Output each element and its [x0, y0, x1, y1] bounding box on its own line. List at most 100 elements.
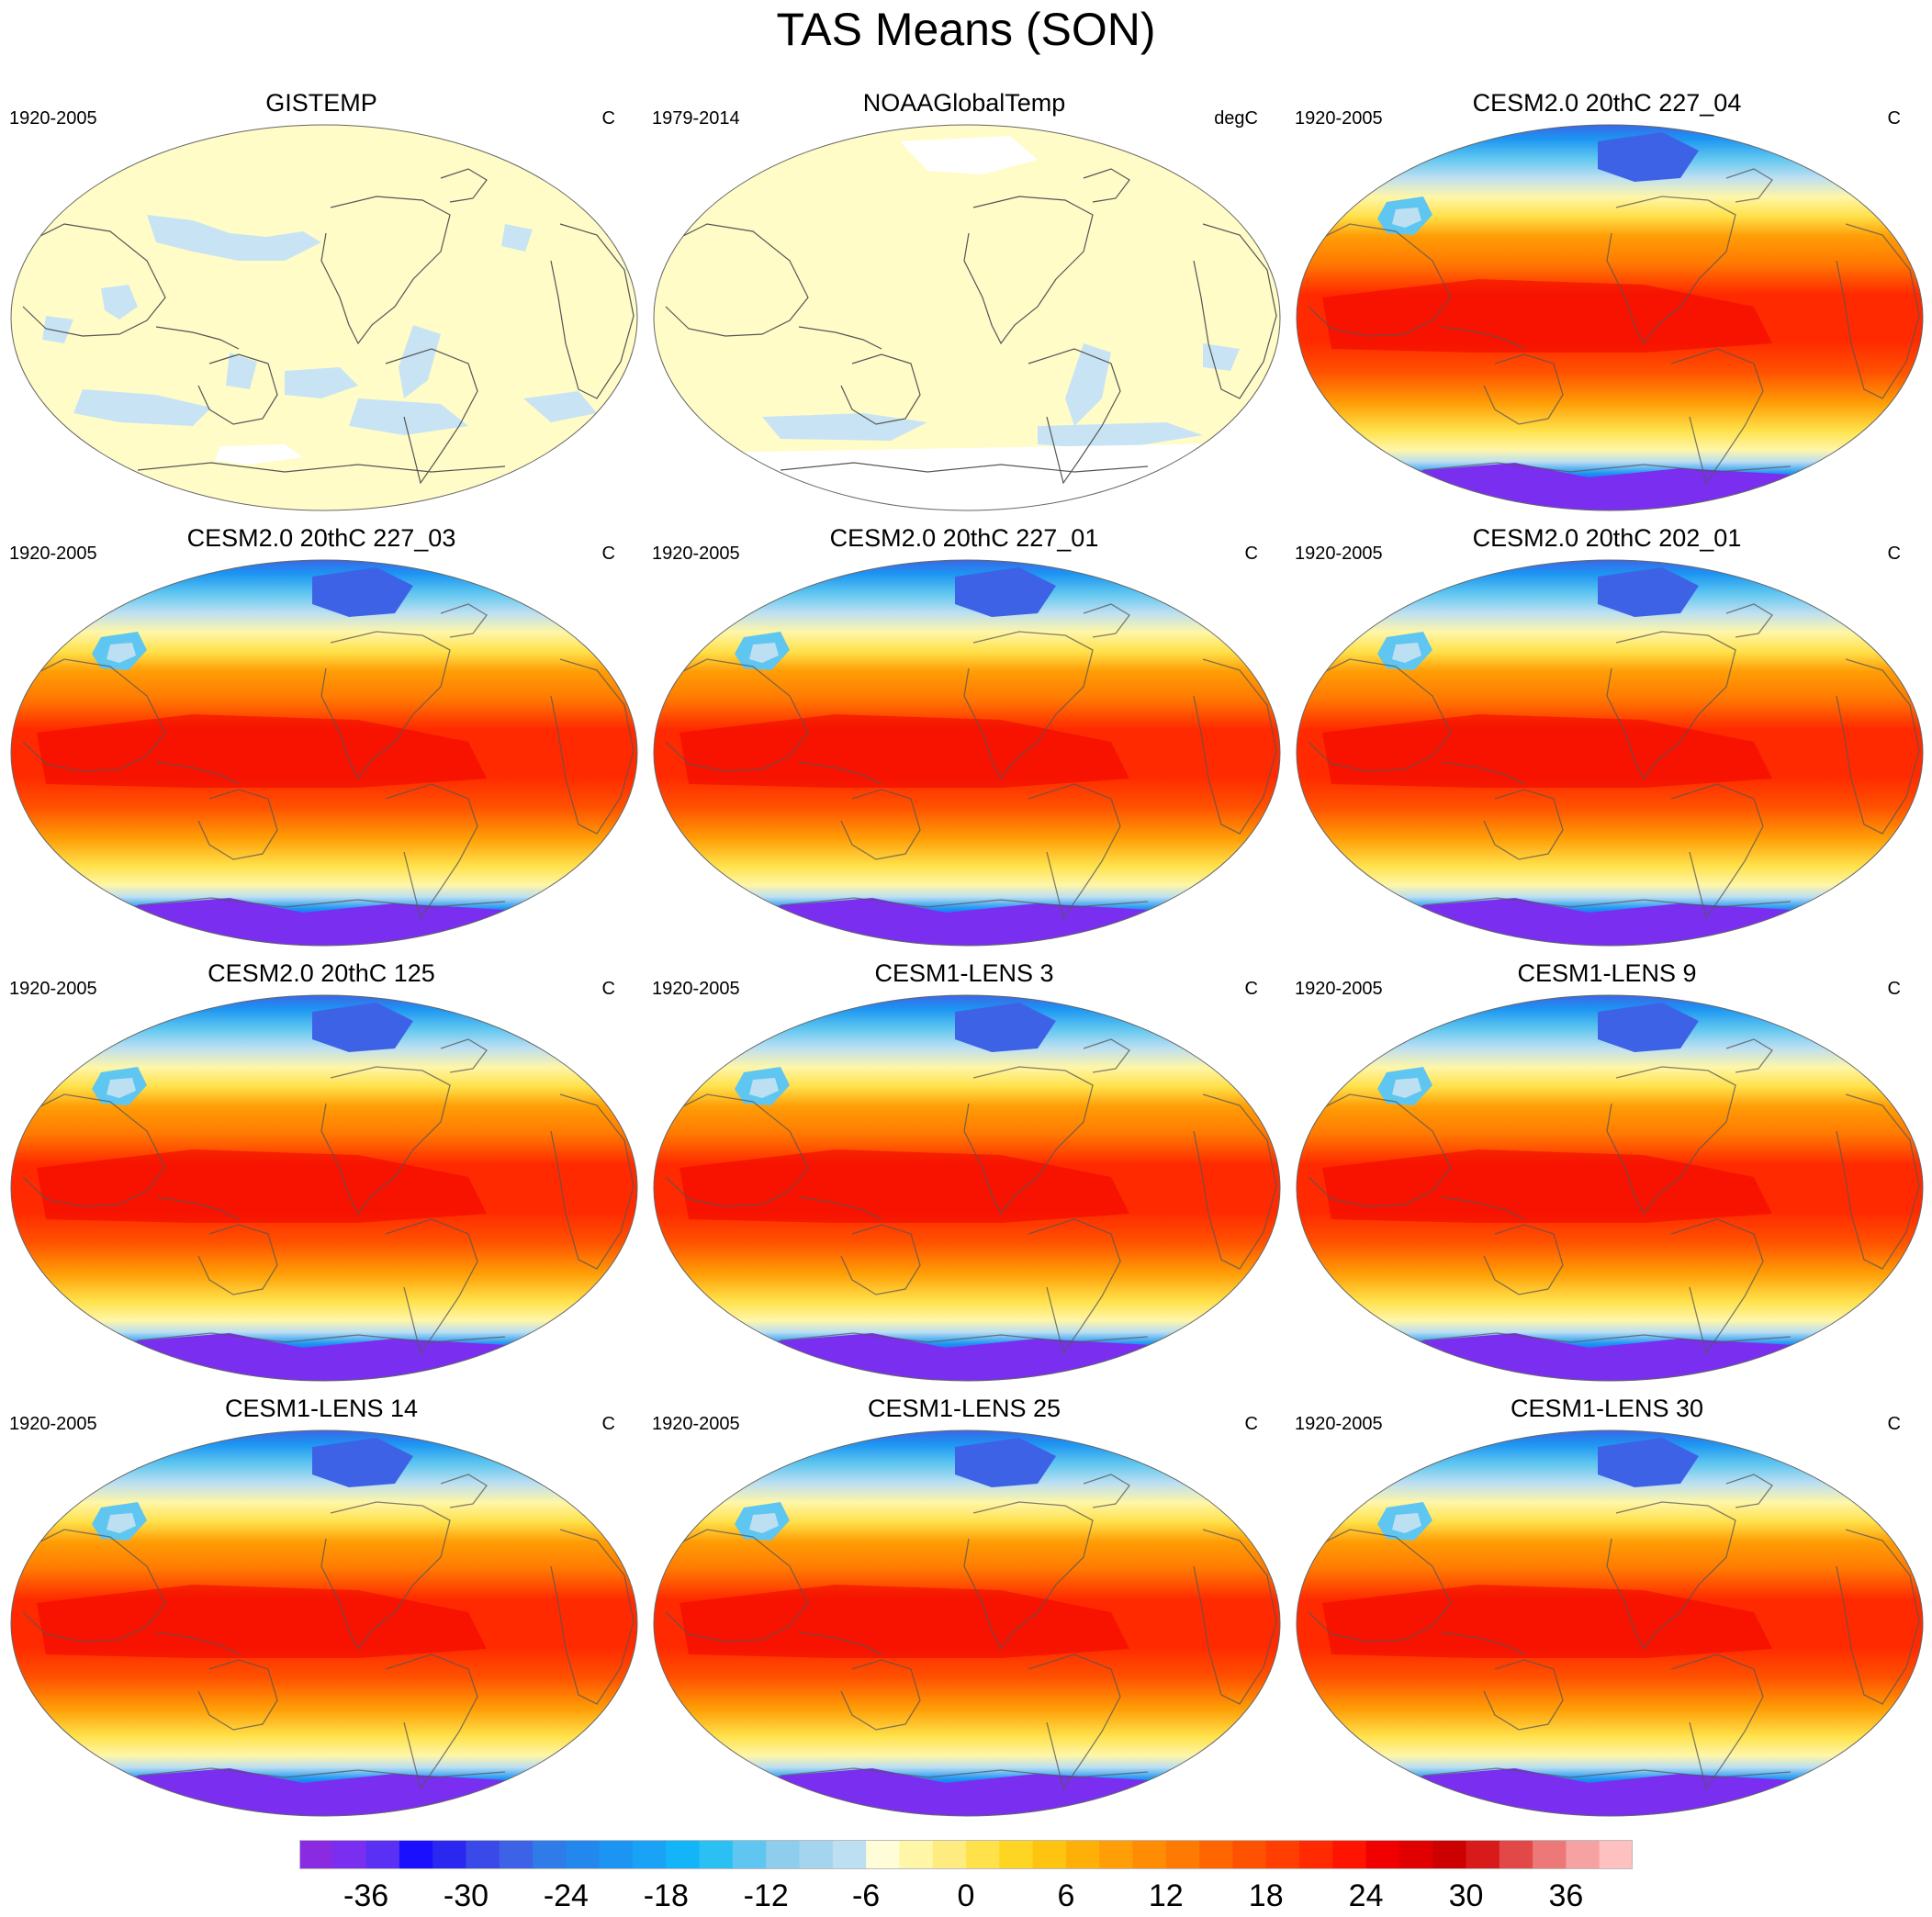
colorbar-box: [966, 1840, 1000, 1869]
world-map: [1296, 559, 1924, 947]
negative-region: [523, 391, 597, 422]
panel-period: 1920-2005: [1295, 979, 1383, 999]
coastline: [1606, 1066, 1736, 1216]
coastline: [780, 1332, 1149, 1343]
colorbar-box: [999, 1840, 1034, 1869]
map-panel: CESM2.0 20thC 125 1920-2005 C: [0, 955, 643, 1386]
coastline: [1083, 1038, 1130, 1073]
map-outline: [1296, 124, 1924, 511]
coastline: [1483, 789, 1564, 860]
temperature-field: [654, 560, 1280, 946]
coastline: [197, 1659, 278, 1731]
coastline: [1422, 897, 1792, 908]
coastline: [155, 1631, 240, 1655]
anomaly-field: [654, 125, 1280, 510]
panel-period: 1979-2014: [652, 108, 740, 129]
coastline: [1308, 223, 1452, 337]
coastline: [320, 1066, 451, 1216]
panel-units: C: [1244, 979, 1258, 999]
colorbar-tick-label: 24: [1349, 1878, 1384, 1913]
colorbar-box: [899, 1840, 934, 1869]
colorbar-box: [332, 1840, 367, 1869]
coastline: [963, 1501, 1094, 1651]
colorbar-tick-label: 30: [1449, 1878, 1484, 1913]
coastline: [1725, 1474, 1773, 1508]
map-panel: CESM2.0 20thC 227_04 1920-2005 C: [1286, 84, 1928, 516]
map-outline: [10, 994, 638, 1382]
colorbar: -36 -30 -24 -18 -12 -6 0 6 12 18 24 30 36: [299, 1840, 1633, 1913]
temperature-field: [1297, 1430, 1923, 1816]
colorbar-box: [732, 1840, 767, 1869]
panel-title: CESM1-LENS 25: [867, 1395, 1061, 1422]
colorbar-box: [1232, 1840, 1267, 1869]
colorbar-box: [699, 1840, 734, 1869]
coastline: [840, 1224, 921, 1295]
colorbar-box: [1466, 1840, 1500, 1869]
map-outline: [10, 124, 638, 511]
coastline: [1441, 761, 1525, 785]
panel-units: C: [601, 108, 615, 129]
colorbar-box: [566, 1840, 601, 1869]
colorbar-box: [499, 1840, 534, 1869]
colorbar-box: [1265, 1840, 1300, 1869]
panel-period: 1920-2005: [1295, 544, 1383, 564]
coastline: [550, 223, 635, 399]
coastline: [320, 631, 451, 780]
positive-region: [11, 125, 637, 510]
panel-title: CESM2.0 20thC 227_04: [1472, 89, 1742, 117]
coastline: [1441, 1196, 1525, 1220]
map-panel: CESM2.0 20thC 227_01 1920-2005 C: [643, 520, 1286, 951]
negative-region: [399, 325, 441, 398]
negative-region: [1038, 422, 1203, 450]
panel-period: 1920-2005: [1295, 1414, 1383, 1434]
cold-plateau: [1392, 643, 1421, 663]
colorbar-box: [1432, 1840, 1466, 1869]
panel-units: C: [1887, 979, 1901, 999]
colorbar-box: [299, 1840, 333, 1869]
coastline: [1422, 462, 1792, 473]
temperature-field: [1297, 560, 1923, 946]
cold-region: [955, 1438, 1056, 1487]
coastline: [197, 1224, 278, 1295]
colorbar-tick-label: -6: [852, 1878, 880, 1913]
cold-plateau: [749, 643, 779, 663]
warm-pool: [37, 1585, 487, 1658]
colorbar-box: [1132, 1840, 1167, 1869]
missing-data-region: [900, 136, 1038, 174]
cold-region: [955, 567, 1056, 617]
colorbar-frame: [299, 1840, 1633, 1869]
panel-period: 1920-2005: [9, 979, 97, 999]
coastline: [1670, 1654, 1764, 1790]
anomaly-field: [11, 125, 637, 510]
panel-units: C: [601, 1414, 615, 1434]
colorbar-box: [1365, 1840, 1400, 1869]
coastline: [197, 789, 278, 860]
map-panel: CESM2.0 20thC 202_01 1920-2005 C: [1286, 520, 1928, 951]
coastline: [1083, 168, 1130, 203]
map-panel: GISTEMP 1920-2005 C: [0, 84, 643, 516]
cold-plateau: [749, 1078, 779, 1098]
coastline: [1606, 1501, 1736, 1651]
coastline: [665, 1093, 809, 1207]
coastline: [155, 761, 240, 785]
panel-units: C: [1887, 1414, 1901, 1434]
world-map: [653, 559, 1281, 947]
cold-plateau: [107, 643, 136, 663]
coastline: [1483, 353, 1564, 425]
map-panel: CESM1-LENS 9 1920-2005 C: [1286, 955, 1928, 1386]
coastline: [840, 353, 921, 425]
colorbar-tick-label: -12: [744, 1878, 789, 1913]
panel-period: 1920-2005: [9, 544, 97, 564]
missing-data-region: [215, 444, 303, 465]
cold-plateau: [1392, 1078, 1421, 1098]
coastline: [1441, 326, 1525, 350]
world-map: [653, 124, 1281, 511]
colorbar-box: [1165, 1840, 1200, 1869]
coastline: [440, 1474, 488, 1508]
colorbar-tick-label: 12: [1149, 1878, 1184, 1913]
coastline: [665, 658, 809, 772]
coastline: [1670, 1218, 1764, 1355]
colorbar-box: [1099, 1840, 1133, 1869]
colorbar-box: [1533, 1840, 1567, 1869]
panel-title: CESM1-LENS 3: [874, 959, 1054, 987]
